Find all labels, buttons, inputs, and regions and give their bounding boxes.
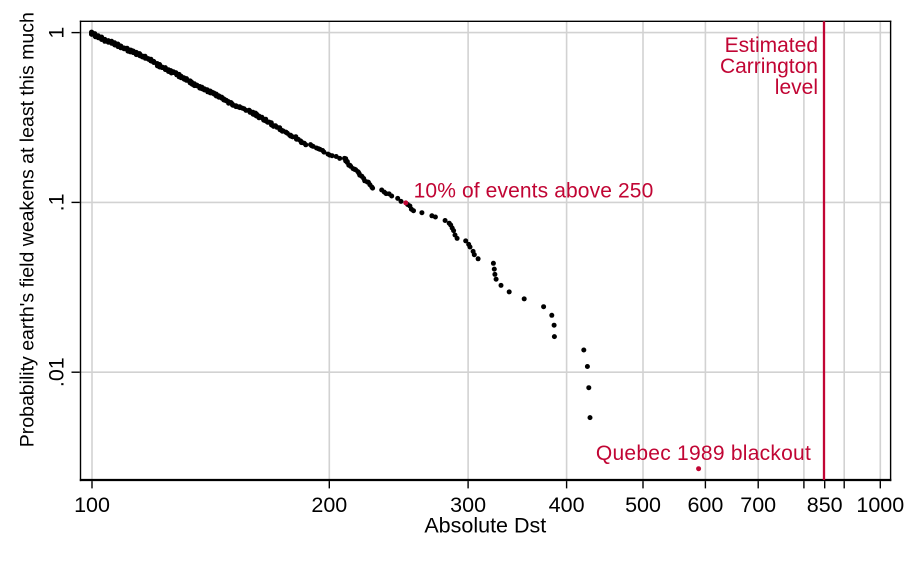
svg-text:Probability earth's field weak: Probability earth's field weakens at lea… <box>17 12 39 447</box>
svg-text:200: 200 <box>311 493 347 517</box>
svg-text:300: 300 <box>450 493 486 517</box>
svg-text:.01: .01 <box>45 357 69 387</box>
svg-text:500: 500 <box>625 493 661 517</box>
svg-text:Carrington: Carrington <box>720 55 818 78</box>
svg-text:600: 600 <box>687 493 723 517</box>
svg-text:1: 1 <box>45 27 69 39</box>
svg-text:100: 100 <box>74 493 110 517</box>
svg-text:Quebec 1989 blackout: Quebec 1989 blackout <box>596 442 811 465</box>
svg-text:Estimated: Estimated <box>725 34 818 57</box>
svg-text:700: 700 <box>740 493 776 517</box>
svg-text:400: 400 <box>549 493 585 517</box>
svg-text:.1: .1 <box>45 193 69 211</box>
svg-text:Absolute Dst: Absolute Dst <box>424 514 546 538</box>
svg-text:10% of events above 250: 10% of events above 250 <box>414 180 654 203</box>
svg-text:1000: 1000 <box>856 493 904 517</box>
svg-text:level: level <box>775 76 818 99</box>
svg-text:850: 850 <box>807 493 843 517</box>
